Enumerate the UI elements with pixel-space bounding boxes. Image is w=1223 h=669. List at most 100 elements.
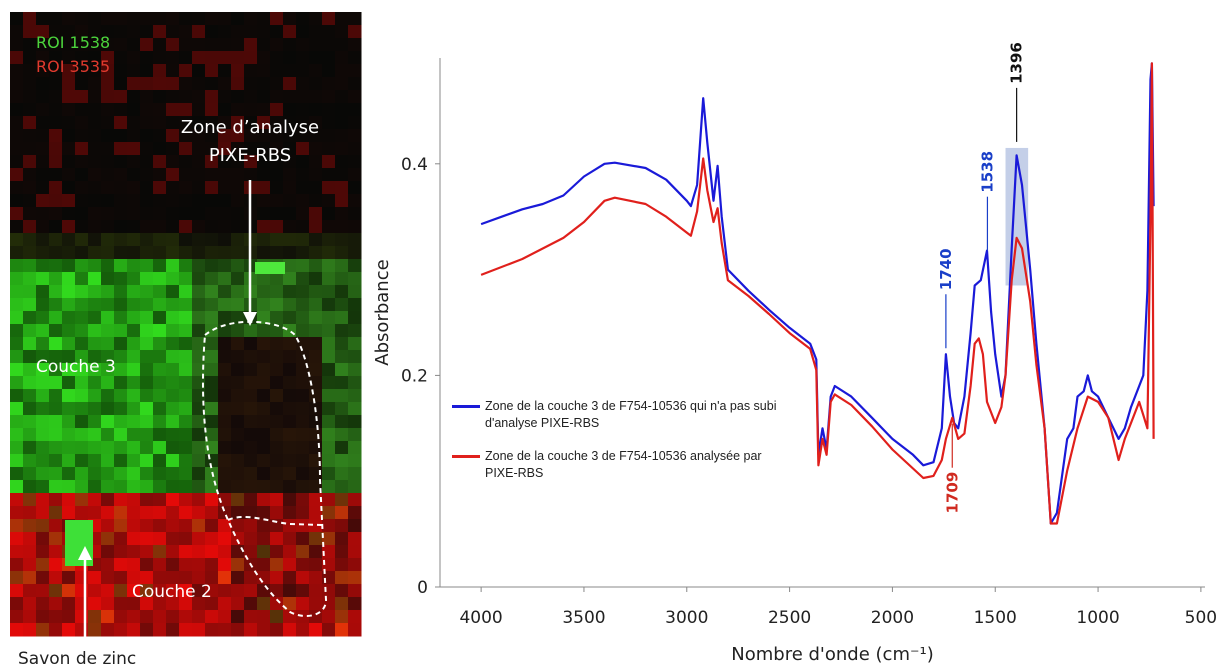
pixel (179, 415, 193, 429)
analysis-zone-outline (201, 320, 328, 617)
pixel (270, 181, 284, 195)
pixel (179, 168, 193, 182)
pixel (75, 597, 89, 611)
pixel (23, 129, 37, 143)
pixel (166, 467, 180, 481)
pixel (283, 246, 297, 260)
pixel (114, 545, 128, 559)
pixel (75, 51, 89, 65)
pixel (153, 480, 167, 494)
pixel (348, 207, 362, 221)
pixel (166, 324, 180, 338)
pixel (205, 363, 219, 377)
pixel (114, 90, 128, 104)
pixel (127, 454, 141, 468)
pixel (153, 259, 167, 273)
pixel (101, 467, 115, 481)
pixel (75, 285, 89, 299)
pixel (296, 558, 310, 572)
pixel (218, 207, 232, 221)
pixel (166, 480, 180, 494)
pixel (283, 402, 297, 416)
pixel (205, 311, 219, 325)
pixel (127, 571, 141, 585)
pixel (36, 311, 50, 325)
pixel (218, 64, 232, 78)
pixel (322, 272, 336, 286)
pixel (75, 181, 89, 195)
pixel (179, 207, 193, 221)
pixel (23, 25, 37, 39)
pixel (322, 259, 336, 273)
pixel (309, 337, 323, 351)
pixel (101, 428, 115, 442)
pixel (192, 38, 206, 52)
pixel (153, 155, 167, 169)
pixel (322, 233, 336, 247)
pixel (179, 90, 193, 104)
pixel (283, 116, 297, 130)
pixel (49, 519, 63, 533)
pixel (270, 506, 284, 520)
pixel (244, 168, 258, 182)
pixel (348, 181, 362, 195)
pixel (179, 38, 193, 52)
pixel (257, 246, 271, 260)
pixel (101, 116, 115, 130)
pixel (166, 532, 180, 546)
pixel (192, 545, 206, 559)
pixel (88, 51, 102, 65)
pixel (231, 194, 245, 208)
pixel (127, 623, 141, 637)
pixel (322, 181, 336, 195)
pixel (88, 272, 102, 286)
pixel (10, 285, 24, 299)
pixel (231, 90, 245, 104)
pixel (140, 506, 154, 520)
pixel (335, 402, 349, 416)
pixel (192, 272, 206, 286)
pixel (218, 259, 232, 273)
pixel (270, 558, 284, 572)
pixel (127, 233, 141, 247)
pixel (283, 64, 297, 78)
pixel (127, 194, 141, 208)
pixel (75, 64, 89, 78)
pixel (62, 597, 76, 611)
pixel (296, 571, 310, 585)
pixel (309, 194, 323, 208)
pixel (205, 493, 219, 507)
pixel (49, 51, 63, 65)
pixel (322, 350, 336, 364)
pixel (218, 51, 232, 65)
pixel (309, 64, 323, 78)
pixel (244, 38, 258, 52)
pixel (205, 77, 219, 91)
pixel (101, 12, 115, 26)
pixel (153, 610, 167, 624)
pixel (114, 64, 128, 78)
pixel (36, 493, 50, 507)
pixel (283, 77, 297, 91)
pixel (231, 298, 245, 312)
pixel (36, 103, 50, 117)
pixel (218, 402, 232, 416)
pixel (36, 376, 50, 390)
pixel (114, 220, 128, 234)
pixel (244, 454, 258, 468)
pixel (348, 363, 362, 377)
pixel (23, 389, 37, 403)
pixel (335, 545, 349, 559)
pixel (231, 207, 245, 221)
pixel (335, 51, 349, 65)
pixel (49, 428, 63, 442)
pixel (153, 415, 167, 429)
arrow-head (243, 312, 257, 326)
pixel (322, 12, 336, 26)
pixel (192, 142, 206, 156)
pixel (10, 376, 24, 390)
pixel (348, 337, 362, 351)
pixel (101, 545, 115, 559)
pixel (127, 38, 141, 52)
pixel (322, 129, 336, 143)
